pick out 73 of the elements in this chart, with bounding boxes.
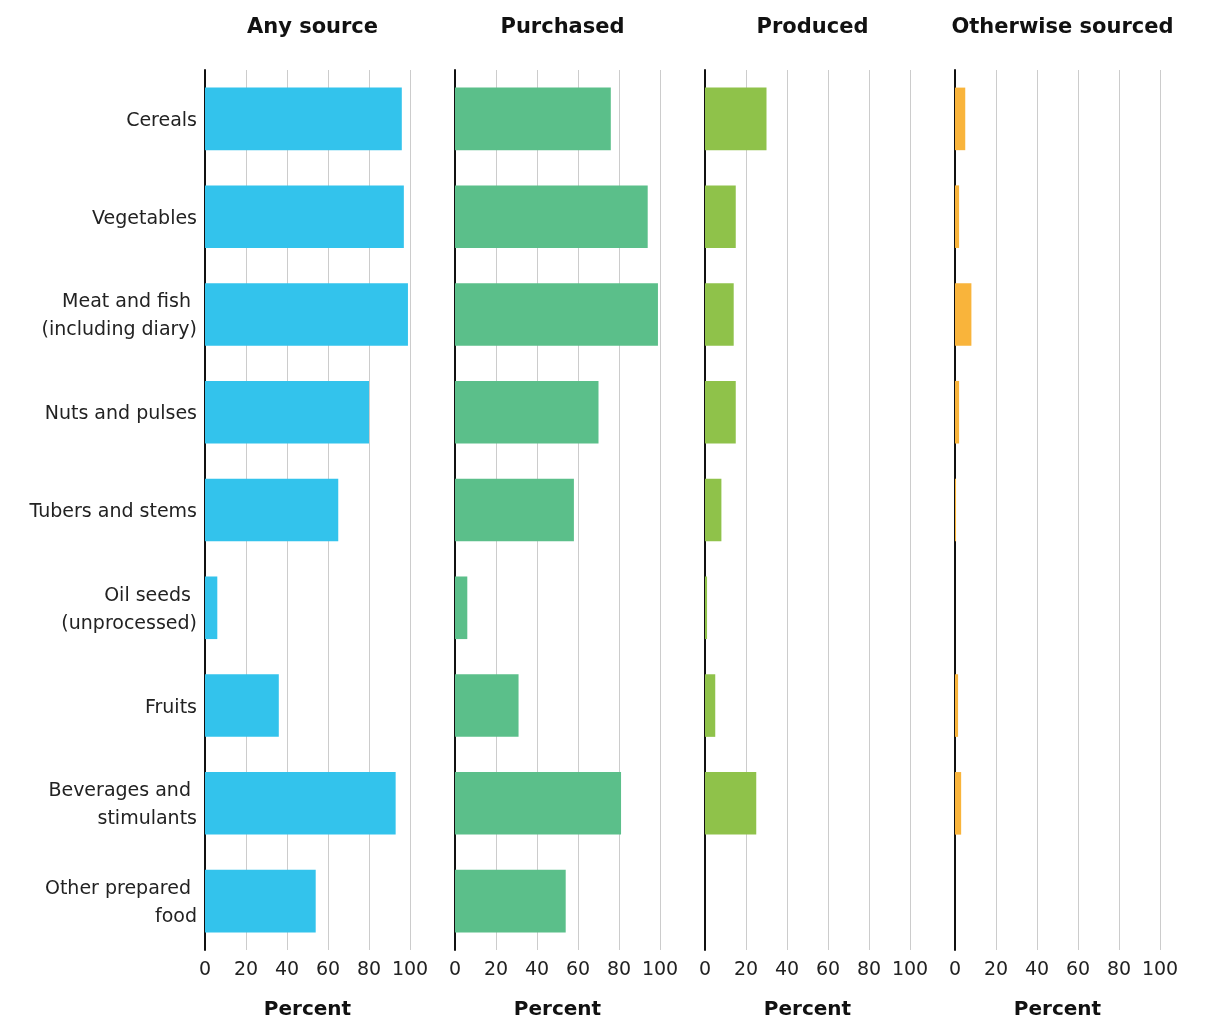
y-tick-label: Cereals [126, 107, 197, 130]
x-axis-title: Percent [513, 996, 602, 1020]
bar [205, 478, 339, 542]
x-tick-label: 0 [448, 956, 462, 979]
x-tick-label: 0 [698, 956, 712, 979]
bar [955, 380, 960, 444]
x-tick-label: 20 [733, 956, 759, 979]
x-tick-label: 100 [641, 956, 679, 979]
x-tick-label: 80 [1106, 956, 1132, 979]
chart-title: Otherwise sourced [951, 13, 1174, 38]
x-tick-label: 80 [856, 956, 882, 979]
bar [455, 478, 574, 542]
x-tick-label: 60 [1065, 956, 1091, 979]
x-tick-label: 40 [274, 956, 300, 979]
y-tick-label: Other prepared food [44, 876, 197, 927]
x-axis-title: Percent [763, 996, 852, 1020]
y-tick-label: Meat and fish (including diary) [41, 289, 197, 340]
bar [455, 185, 648, 248]
bar [705, 772, 757, 835]
y-tick-label: Vegetables [92, 205, 197, 228]
y-tick-label: Beverages and stimulants [48, 778, 197, 829]
bar [205, 772, 396, 835]
x-tick-label: 20 [483, 956, 509, 979]
bar [955, 185, 960, 248]
bar [955, 772, 962, 835]
chart-title: Any source [246, 13, 379, 38]
chart-title: Produced [756, 13, 869, 38]
bar [455, 283, 658, 346]
bar [705, 380, 736, 444]
bar [705, 283, 734, 346]
bar [705, 478, 722, 542]
bar [455, 87, 611, 151]
bar [205, 283, 408, 346]
x-tick-label: 0 [198, 956, 212, 979]
x-tick-label: 20 [233, 956, 259, 979]
bar [955, 674, 959, 737]
bar [455, 674, 519, 737]
bar [205, 869, 316, 933]
bar [955, 87, 966, 151]
bar [205, 576, 218, 640]
bar [705, 576, 708, 640]
y-tick-label: Tubers and stems [28, 499, 197, 521]
y-tick-label: Nuts and pulses [44, 401, 197, 424]
x-tick-label: 80 [356, 956, 382, 979]
bar [205, 674, 279, 737]
bar [705, 674, 716, 737]
x-tick-label: 80 [606, 956, 632, 979]
y-tick-label: Fruits [144, 694, 197, 717]
bar [955, 283, 972, 346]
chart-title: Purchased [500, 13, 625, 38]
bar [705, 87, 767, 151]
x-axis-title: Percent [263, 996, 352, 1020]
x-axis-title: Percent [1013, 996, 1102, 1020]
bar [455, 380, 599, 444]
x-tick-label: 40 [774, 956, 800, 979]
bar [205, 380, 369, 444]
bar [455, 576, 468, 640]
bar [205, 87, 402, 151]
x-tick-label: 100 [1141, 956, 1179, 979]
x-tick-label: 100 [391, 956, 429, 979]
x-tick-label: 40 [524, 956, 550, 979]
bar [455, 869, 566, 933]
x-tick-label: 40 [1024, 956, 1050, 979]
y-tick-label: Oil seeds (unprocessed) [61, 582, 197, 633]
bar [705, 185, 736, 248]
x-tick-label: 0 [948, 956, 962, 979]
bar [205, 185, 404, 248]
x-tick-label: 60 [565, 956, 591, 979]
x-tick-label: 60 [815, 956, 841, 979]
bar [455, 772, 622, 835]
x-tick-label: 60 [315, 956, 341, 979]
x-tick-label: 20 [983, 956, 1009, 979]
x-tick-label: 100 [891, 956, 929, 979]
